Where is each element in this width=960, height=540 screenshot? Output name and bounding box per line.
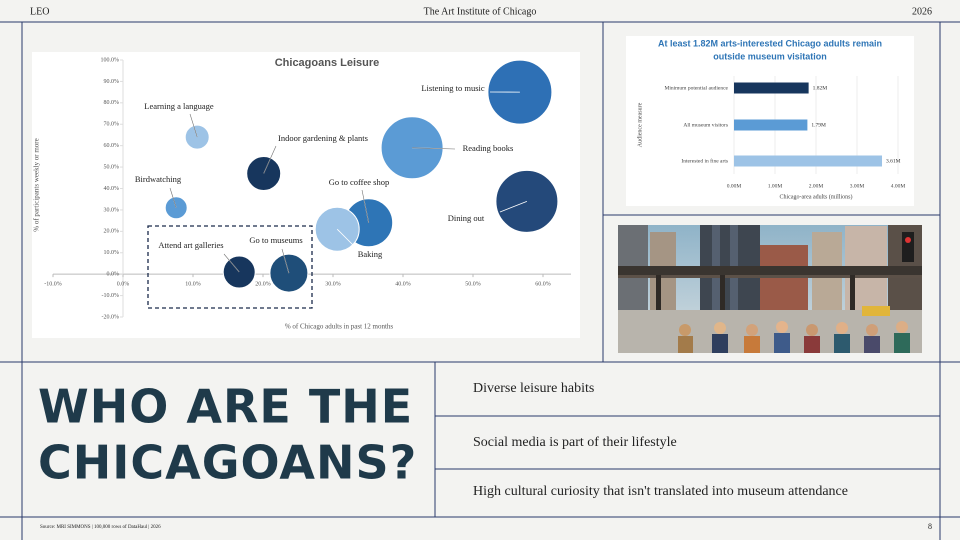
y-tick-label: 90.0% <box>104 79 120 85</box>
bubble-label: Reading books <box>463 143 514 153</box>
y-tick-label: 10.0% <box>104 250 120 256</box>
x-tick-label: 1.00M <box>768 183 783 189</box>
leader-line <box>189 113 198 138</box>
bullet: Diverse leisure habits <box>473 381 594 396</box>
x-tick-label: 30.0% <box>325 282 341 288</box>
chart-title: At least 1.82M arts-interested Chicago a… <box>658 38 882 48</box>
leader-line <box>169 187 177 208</box>
leader-line <box>412 147 456 150</box>
highlight-box <box>147 225 313 309</box>
bullet: High cultural curiosity that isn't trans… <box>473 484 848 499</box>
y-tick-label: 30.0% <box>104 207 120 213</box>
header-left: LEO <box>30 6 49 17</box>
y-tick-label: 70.0% <box>104 122 120 128</box>
x-tick-label: 20.0% <box>255 282 271 288</box>
bar <box>734 155 883 167</box>
x-tick-label: -10.0% <box>44 282 62 288</box>
bubble-label: Listening to music <box>421 83 485 93</box>
leader-line <box>281 248 290 274</box>
x-tick-label: 40.0% <box>395 282 411 288</box>
bubble-label: Dining out <box>448 213 485 223</box>
leader-line <box>361 189 369 223</box>
bullet: Social media is part of their lifestyle <box>473 435 677 450</box>
bubble-label: Indoor gardening & plants <box>278 133 368 143</box>
bubble-label: Go to museums <box>249 235 302 245</box>
x-tick-label: 4.00M <box>891 183 906 189</box>
x-axis-title: % of Chicago adults in past 12 months <box>285 323 394 331</box>
value-label: 3.61M <box>886 158 901 164</box>
value-label: 1.79M <box>811 122 826 128</box>
y-tick-label: -10.0% <box>102 293 120 299</box>
header-center: The Art Institute of Chicago <box>424 6 537 17</box>
y-tick-label: 40.0% <box>104 186 120 192</box>
header-right: 2026 <box>912 6 932 17</box>
bubble-chart: Chicagoans Leisure -10.0% 0.0% 10.0% 20.0% 30… <box>33 57 571 331</box>
chart-title: outside museum visitation <box>713 51 827 61</box>
y-tick-label: 100.0% <box>101 57 120 63</box>
x-tick-label: 50.0% <box>465 282 481 288</box>
x-tick-label: 0.0% <box>117 282 130 288</box>
bubble-label: Go to coffee shop <box>329 177 390 187</box>
y-tick-label: -20.0% <box>102 314 120 320</box>
category-label: Minimum potential audience <box>664 85 728 91</box>
y-axis-title: Audience measure <box>637 102 643 147</box>
bubble-label: Attend art galleries <box>158 240 223 250</box>
bar-chart: At least 1.82M arts-interested Chicago a… <box>637 38 905 200</box>
x-tick-label: 60.0% <box>535 282 551 288</box>
leader-line <box>499 200 528 213</box>
category-label: All museum visitors <box>683 122 728 128</box>
y-tick-label: 60.0% <box>104 143 120 149</box>
headline: CHICAGOANS? <box>38 436 417 490</box>
footer-page: 8 <box>928 522 932 531</box>
leader-line <box>336 228 359 251</box>
street-photo <box>618 225 922 353</box>
y-tick-label: 50.0% <box>104 164 120 170</box>
leader-line <box>263 145 277 174</box>
x-tick-label: 10.0% <box>185 282 201 288</box>
leader-line <box>223 253 240 273</box>
bubble-label: Learning a language <box>144 101 214 111</box>
headline: WHO ARE THE <box>38 380 413 434</box>
y-tick-label: 0.0% <box>107 272 120 278</box>
x-tick-label: 3.00M <box>850 183 865 189</box>
y-tick-label: 20.0% <box>104 229 120 235</box>
bar <box>734 119 808 131</box>
bubble-label: Birdwatching <box>135 174 182 184</box>
y-axis-title: % of participants weekly or more <box>33 138 41 232</box>
x-tick-label: 0.00M <box>727 183 742 189</box>
x-axis-title: Chicago-area adults (millions) <box>780 193 853 200</box>
bubble-label: Baking <box>358 249 383 259</box>
y-tick-label: 80.0% <box>104 100 120 106</box>
value-label: 1.82M <box>813 85 828 91</box>
chart-title: Chicagoans Leisure <box>275 57 380 69</box>
footer-source: Source: MRI SIMMONS | 100,000 rows of Da… <box>40 525 161 530</box>
x-tick-label: 2.00M <box>809 183 824 189</box>
frame <box>0 21 960 540</box>
category-label: Interested in fine arts <box>681 157 728 164</box>
bar <box>734 82 809 94</box>
